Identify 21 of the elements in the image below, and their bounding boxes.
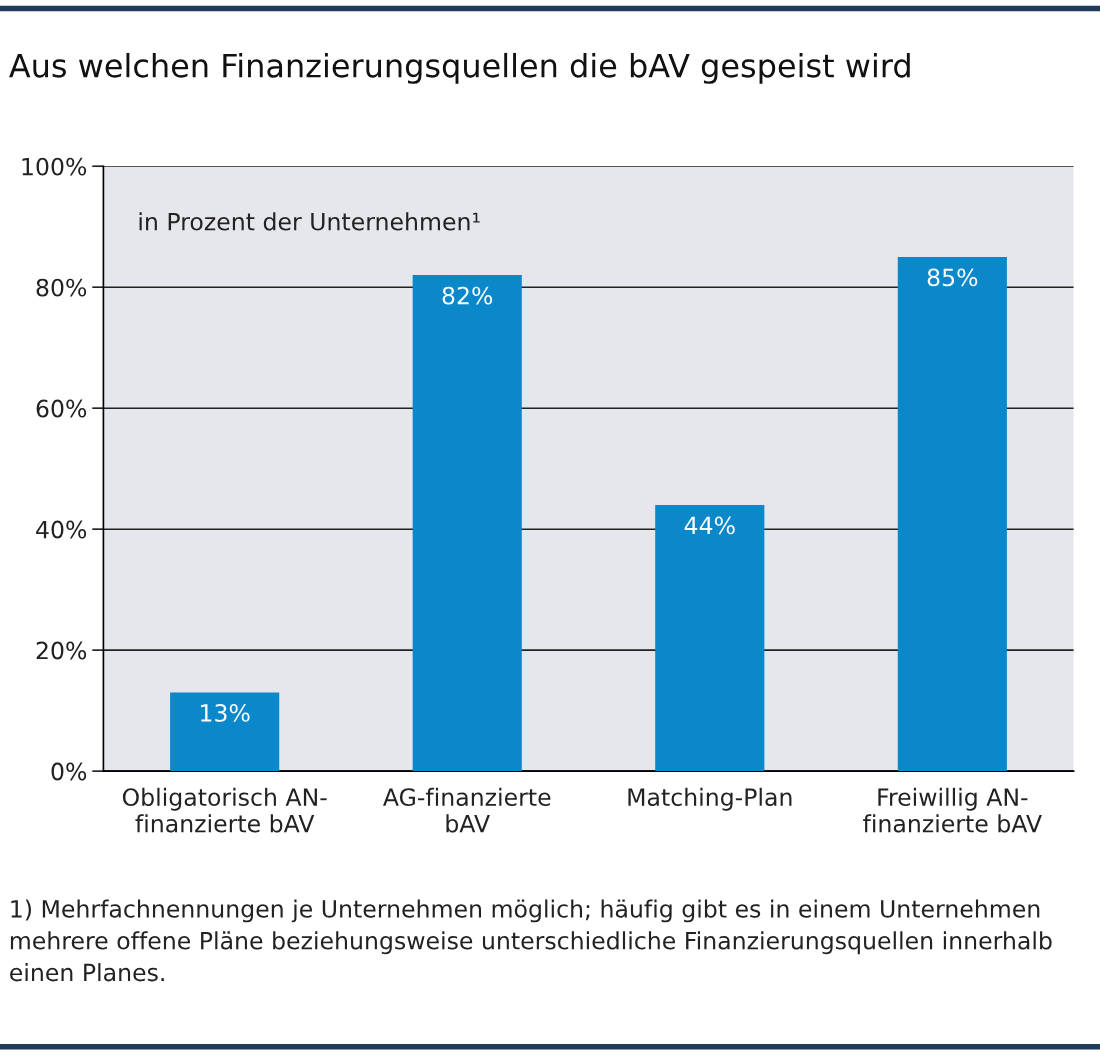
data-label: 44% <box>684 516 735 535</box>
y-tick-label: 80% <box>36 278 87 297</box>
bar <box>897 256 1007 772</box>
bar <box>412 275 522 772</box>
data-label: 85% <box>927 268 978 287</box>
y-tick-label: 20% <box>36 641 87 660</box>
text: in Prozent der Unternehmen¹ <box>139 212 480 231</box>
data-label: 13% <box>201 704 250 722</box>
data-label: 82% <box>442 286 493 305</box>
y-tick-label: 100% <box>22 157 87 176</box>
x-tick-label: Freiwillig AN- finanzierte bAV <box>863 787 1042 833</box>
text: 1) Mehrfachnennungen je Unternehmen möglich; häufig gibt es in einem Unternehmen mehrere offene Pläne beziehungsweise unterschiedliche Finanzierungsquellen innerhalb einen Planes. <box>10 899 1052 982</box>
y-tick-label: 0% <box>51 762 87 781</box>
x-tick-label: AG-finanzierte bAV <box>383 787 551 833</box>
chart-title: Aus welchen Finanzierungsquellen die bAV gespeist wird <box>9 52 910 84</box>
bar <box>655 504 765 772</box>
x-tick-label: Obligatorisch AN- finanzierte bAV <box>122 787 327 833</box>
bar <box>170 692 280 772</box>
y-tick-label: 40% <box>36 520 87 539</box>
x-tick-label: Matching-Plan <box>628 787 792 811</box>
y-tick-label: 60% <box>36 399 87 418</box>
